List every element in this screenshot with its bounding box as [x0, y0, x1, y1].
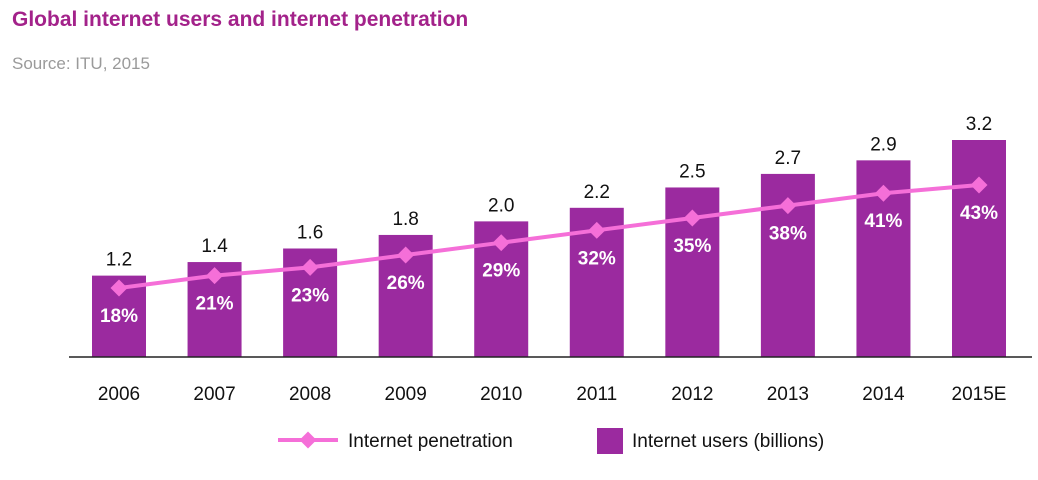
bar-value-label: 2.5	[679, 161, 705, 182]
penetration-value-label: 32%	[578, 248, 616, 269]
bar-value-label: 1.4	[201, 236, 228, 257]
bar-value-label: 1.8	[392, 209, 418, 230]
labels: 1.2 2006 1.4 2007 1.6 2008 1.8 2009 2.0 2010 2.2 20…	[98, 114, 1007, 405]
bar-2015E	[952, 140, 1006, 357]
penetration-value-label: 18%	[100, 306, 138, 327]
penetration-value-label: 38%	[769, 224, 807, 245]
penetration-value-label: 41%	[864, 211, 902, 232]
bar-value-label: 2.9	[870, 134, 896, 155]
x-tick-label: 2006	[98, 384, 140, 405]
x-tick-label: 2013	[767, 384, 809, 405]
penetration-value-label: 35%	[673, 236, 711, 257]
penetration-marker	[970, 176, 988, 194]
bar-value-label: 2.7	[775, 148, 801, 169]
bar-value-label: 3.2	[966, 114, 992, 135]
penetration-line	[118, 183, 980, 290]
bars	[92, 140, 1006, 357]
x-tick-label: 2015E	[952, 384, 1007, 405]
legend-label-users: Internet users (billions)	[632, 431, 824, 452]
x-tick-label: 2009	[385, 384, 427, 405]
penetration-marker	[779, 197, 797, 215]
penetration-value-label: 43%	[960, 203, 998, 224]
penetration-marker	[588, 221, 606, 239]
penetration-value-label: 26%	[387, 273, 425, 294]
penetration-marker	[492, 234, 510, 252]
x-tick-label: 2010	[480, 384, 522, 405]
penetration-marker	[206, 267, 224, 285]
legend-bar-swatch	[597, 428, 623, 454]
legend-marker-swatch	[299, 431, 317, 449]
penetration-value-label: 29%	[482, 261, 520, 282]
penetration-marker	[683, 209, 701, 227]
bar-value-label: 2.2	[584, 182, 610, 203]
penetration-marker	[110, 279, 128, 297]
penetration-line-group	[110, 176, 988, 297]
penetration-value-label: 23%	[291, 285, 329, 306]
x-tick-label: 2008	[289, 384, 331, 405]
penetration-marker	[301, 258, 319, 276]
chart-subtitle: Source: ITU, 2015	[12, 54, 150, 73]
chart-title: Global internet users and internet penet…	[12, 8, 469, 31]
x-tick-label: 2011	[576, 384, 617, 405]
penetration-value-label: 21%	[196, 294, 234, 315]
x-tick-label: 2007	[193, 384, 235, 405]
bar-value-label: 1.6	[297, 223, 323, 244]
x-tick-label: 2014	[862, 384, 905, 405]
bar-value-label: 1.2	[106, 250, 132, 271]
bar-value-label: 2.0	[488, 195, 514, 216]
penetration-marker	[397, 246, 415, 264]
penetration-marker	[874, 184, 892, 202]
x-tick-label: 2012	[671, 384, 713, 405]
legend-label-penetration: Internet penetration	[348, 431, 513, 452]
legend: Internet penetration Internet users (bil…	[278, 428, 824, 454]
